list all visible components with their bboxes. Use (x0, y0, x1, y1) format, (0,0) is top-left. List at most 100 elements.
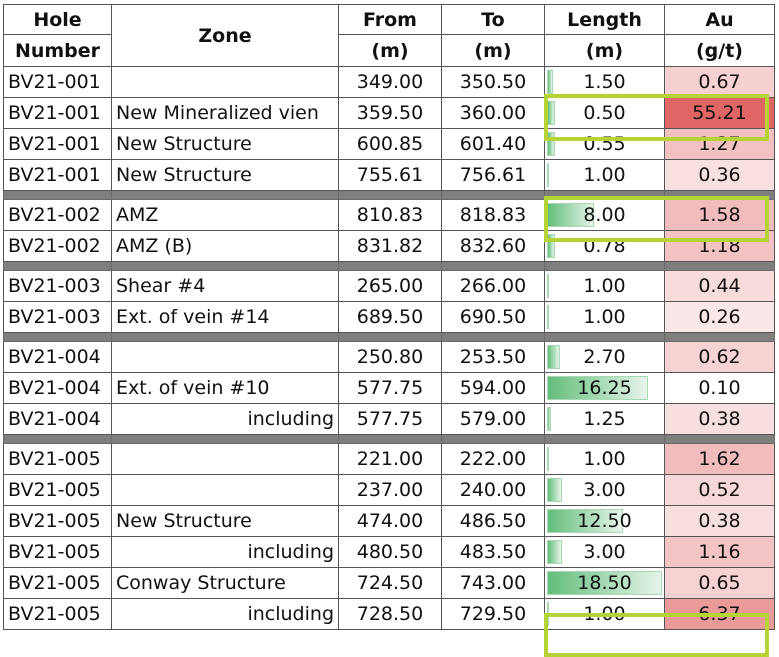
table-row: BV21-003 Shear #4 265.00 266.00 1.00 0.44 (3, 270, 775, 302)
separator-cell (111, 434, 339, 444)
table-row: BV21-005 221.00 222.00 1.00 1.62 (3, 443, 775, 475)
header-from-unit: (m) (338, 34, 442, 67)
from-cell: 689.50 (338, 301, 442, 333)
separator-cell (544, 332, 665, 342)
to-cell: 253.50 (441, 341, 545, 373)
au-grade-cell: 1.27 (664, 128, 775, 160)
zone-cell (111, 66, 339, 98)
table-row: BV21-002 AMZ 810.83 818.83 8.00 1.58 (3, 199, 775, 231)
separator-cell (441, 261, 545, 271)
length-data-bar (547, 478, 563, 502)
length-cell: 1.00 (544, 598, 665, 630)
from-cell: 728.50 (338, 598, 442, 630)
au-grade-cell: 0.38 (664, 505, 775, 537)
length-value: 2.70 (583, 346, 626, 368)
separator-cell (3, 261, 112, 271)
from-cell: 250.80 (338, 341, 442, 373)
hole-number-cell: BV21-005 (3, 567, 112, 599)
zone-cell: including (111, 598, 339, 630)
zone-cell: New Structure (111, 505, 339, 537)
to-cell: 483.50 (441, 536, 545, 568)
length-value: 16.25 (577, 377, 632, 399)
length-data-bar (547, 602, 550, 626)
length-cell: 0.55 (544, 128, 665, 160)
header-from: From (338, 4, 442, 35)
au-grade-cell: 55.21 (664, 97, 775, 129)
separator-cell (3, 190, 112, 200)
hole-number-cell: BV21-002 (3, 199, 112, 231)
to-cell: 240.00 (441, 474, 545, 506)
length-value: 1.00 (583, 306, 626, 328)
length-cell: 8.00 (544, 199, 665, 231)
length-cell: 1.00 (544, 443, 665, 475)
to-cell: 579.00 (441, 403, 545, 435)
length-cell: 1.00 (544, 301, 665, 333)
drill-results-table: Hole Zone From To Length Au Number (m) (… (3, 4, 775, 630)
table-row: BV21-001 New Structure 600.85 601.40 0.55 1.2… (3, 128, 775, 160)
length-data-bar (547, 345, 561, 369)
length-data-bar (547, 274, 550, 298)
zone-cell: New Structure (111, 159, 339, 191)
header-row-1: Hole Zone From To Length Au (3, 4, 775, 67)
header-au: Au (664, 4, 775, 35)
separator-cell (664, 261, 775, 271)
hole-number-cell: BV21-001 (3, 128, 112, 160)
length-data-bar (547, 101, 555, 125)
header-length-unit: (m) (544, 34, 665, 67)
header-row-2: Number (m) (m) (m) (g/t) (3, 34, 775, 67)
length-cell: 0.78 (544, 230, 665, 262)
zone-cell (111, 474, 339, 506)
from-cell: 577.75 (338, 372, 442, 404)
length-data-bar (547, 540, 563, 564)
length-data-bar (547, 234, 555, 258)
header-au-unit: (g/t) (664, 34, 775, 67)
header-to: To (441, 4, 545, 35)
length-value: 12.50 (577, 510, 632, 532)
to-cell: 832.60 (441, 230, 545, 262)
table-row: BV21-005 New Structure 474.00 486.50 12.50 0.… (3, 505, 775, 537)
to-cell: 818.83 (441, 199, 545, 231)
to-cell: 729.50 (441, 598, 545, 630)
zone-cell: Shear #4 (111, 270, 339, 302)
length-cell: 3.00 (544, 536, 665, 568)
length-cell: 1.00 (544, 159, 665, 191)
hole-number-cell: BV21-004 (3, 372, 112, 404)
hole-number-cell: BV21-001 (3, 97, 112, 129)
separator-cell (338, 261, 442, 271)
length-data-bar (547, 163, 550, 187)
zone-cell: including (111, 403, 339, 435)
separator-cell (441, 332, 545, 342)
table-row: BV21-001 349.00 350.50 1.50 0.67 (3, 66, 775, 98)
zone-cell: AMZ (B) (111, 230, 339, 262)
zone-cell: New Mineralized vien (111, 97, 339, 129)
to-cell: 360.00 (441, 97, 545, 129)
separator-cell (338, 434, 442, 444)
hole-number-cell: BV21-004 (3, 403, 112, 435)
hole-number-cell: BV21-003 (3, 270, 112, 302)
group-separator (3, 190, 775, 200)
from-cell: 755.61 (338, 159, 442, 191)
separator-cell (3, 332, 112, 342)
length-data-bar (547, 447, 550, 471)
zone-cell (111, 443, 339, 475)
length-value: 3.00 (583, 541, 626, 563)
hole-number-cell: BV21-005 (3, 536, 112, 568)
hole-number-cell: BV21-001 (3, 66, 112, 98)
length-value: 1.00 (583, 448, 626, 470)
from-cell: 237.00 (338, 474, 442, 506)
au-grade-cell: 0.26 (664, 301, 775, 333)
hole-number-cell: BV21-004 (3, 341, 112, 373)
au-grade-cell: 6.37 (664, 598, 775, 630)
group-separator (3, 332, 775, 342)
table-row: BV21-004 250.80 253.50 2.70 0.62 (3, 341, 775, 373)
zone-cell: AMZ (111, 199, 339, 231)
separator-cell (544, 190, 665, 200)
header-to-unit: (m) (441, 34, 545, 67)
to-cell: 594.00 (441, 372, 545, 404)
length-cell: 3.00 (544, 474, 665, 506)
from-cell: 474.00 (338, 505, 442, 537)
zone-cell: Conway Structure (111, 567, 339, 599)
table-row: BV21-001 New Structure 755.61 756.61 1.00 0.3… (3, 159, 775, 191)
table-row: BV21-002 AMZ (B) 831.82 832.60 0.78 1.18 (3, 230, 775, 262)
length-data-bar (547, 70, 553, 94)
